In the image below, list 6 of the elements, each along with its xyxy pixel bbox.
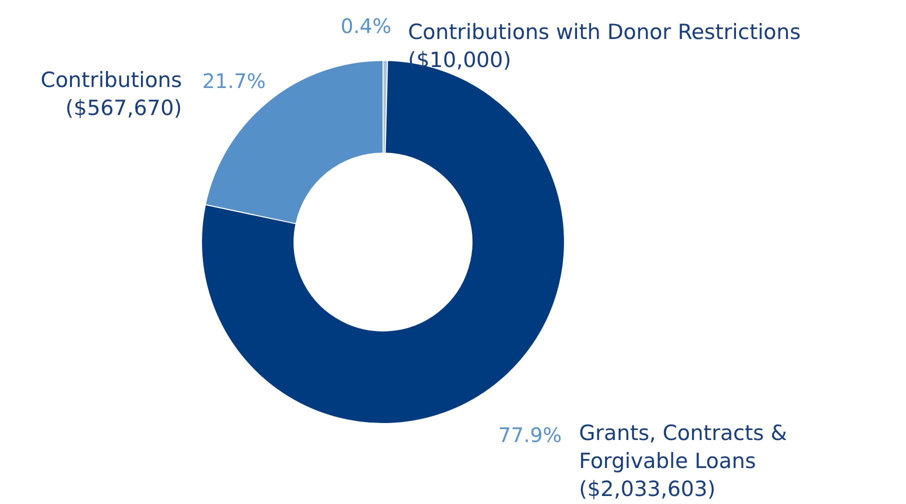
slice-label: Grants, Contracts & Forgivable Loans ($2,033,603) bbox=[579, 420, 788, 503]
data-label: 0.4% bbox=[340, 13, 392, 40]
data-label: 77.9% bbox=[497, 422, 563, 449]
slice-label: Contributions ($567,670) bbox=[40, 67, 182, 122]
data-label: 21.7% bbox=[201, 68, 267, 95]
slice-label: Contributions with Donor Restrictions ($10,000) bbox=[408, 19, 802, 74]
